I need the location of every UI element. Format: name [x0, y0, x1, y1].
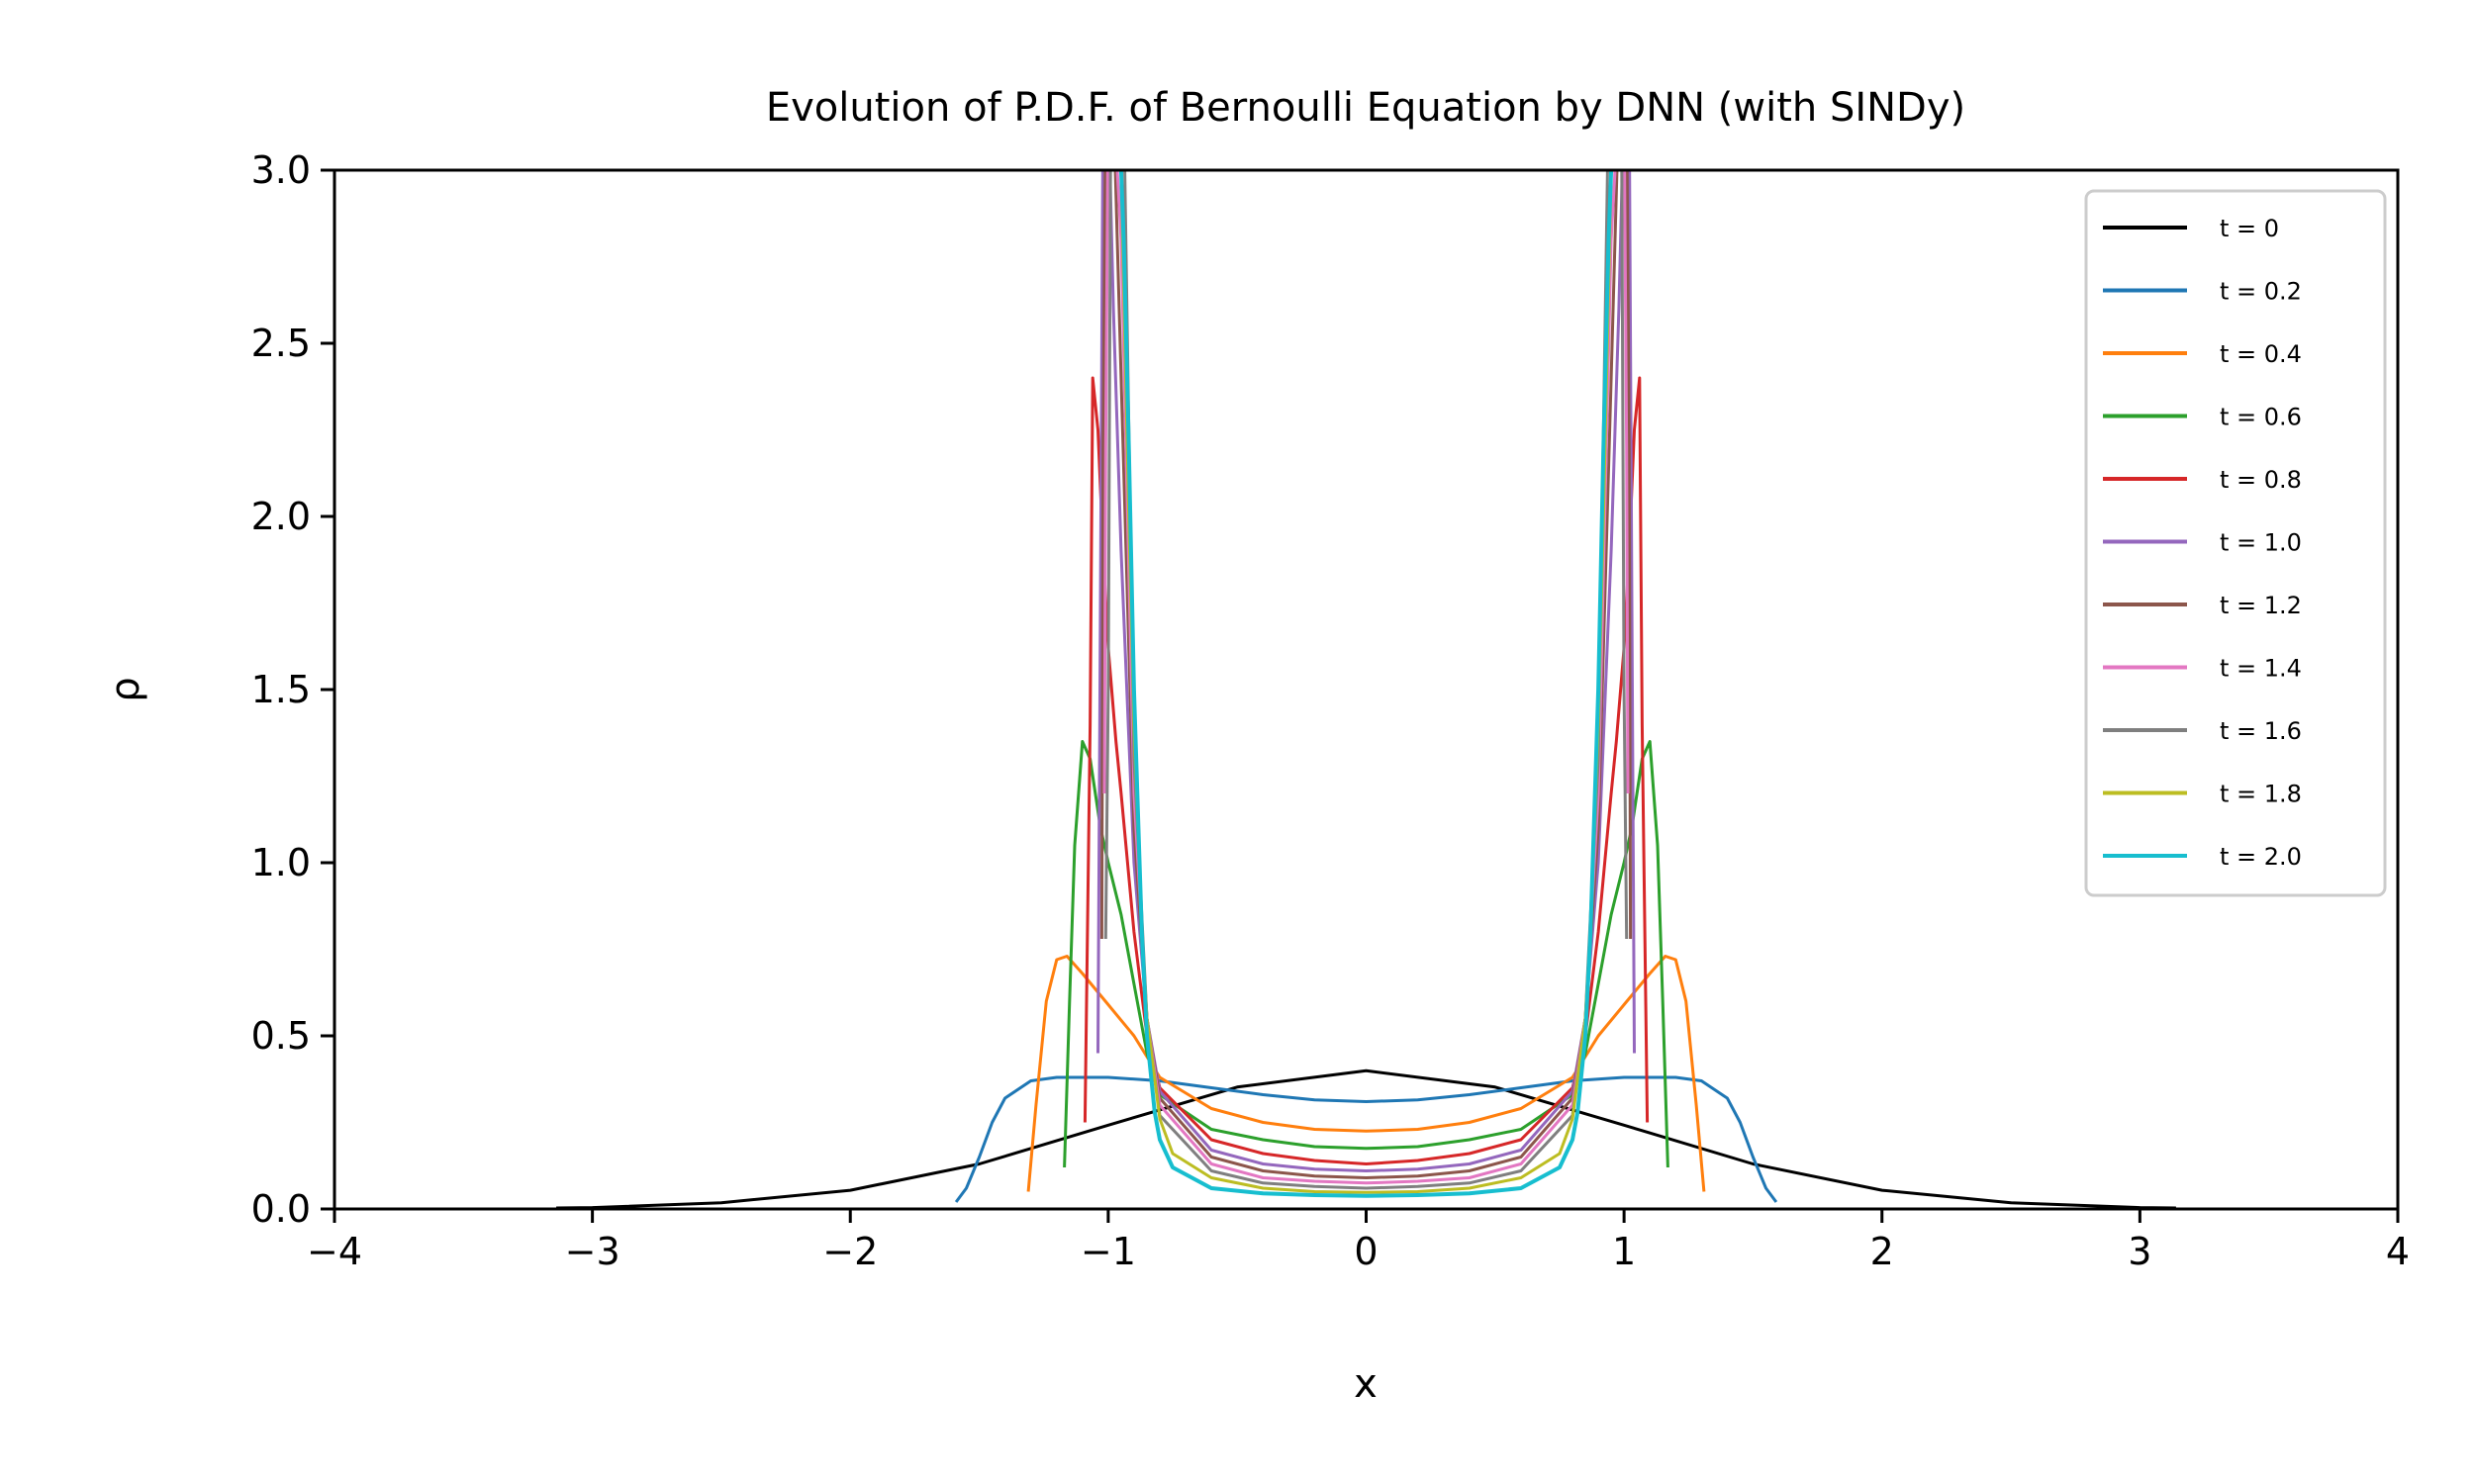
x-tick-label-5: 1: [1612, 1230, 1636, 1273]
x-tick-label-4: 0: [1354, 1230, 1378, 1273]
legend-label-5: t = 1.0: [2220, 529, 2302, 557]
x-tick-label-8: 4: [2386, 1230, 2410, 1273]
series-line-4: [1083, 376, 1650, 1165]
x-axis-ticks: −4 −3 −2 −1 0 1 2 3 4: [307, 1209, 2410, 1273]
y-tick-label-4: 2.0: [251, 495, 311, 538]
legend-label-0: t = 0: [2220, 215, 2279, 242]
x-tick-label-3: −1: [1081, 1230, 1136, 1273]
legend-label-8: t = 1.6: [2220, 717, 2302, 745]
legend-label-4: t = 0.8: [2220, 466, 2302, 494]
y-tick-label-0: 0.0: [251, 1187, 311, 1231]
legend-box: [2084, 189, 2387, 897]
series-line-7: [1102, 170, 1630, 1185]
y-axis-label: ρ: [103, 677, 148, 701]
series-line-8: [1103, 170, 1629, 1190]
chart-title: Evolution of P.D.F. of Bernoulli Equatio…: [766, 85, 1965, 131]
series-line-2: [1026, 955, 1706, 1192]
x-tick-label-6: 2: [1870, 1230, 1894, 1273]
y-tick-label-3: 1.5: [251, 668, 311, 711]
x-axis-label: x: [1354, 1361, 1378, 1407]
legend-label-6: t = 1.2: [2220, 592, 2302, 619]
x-tick-label-1: −3: [565, 1230, 620, 1273]
y-tick-label-5: 2.5: [251, 322, 311, 365]
y-axis-ticks: 0.0 0.5 1.0 1.5 2.0 2.5 3.0: [251, 148, 334, 1231]
legend-label-7: t = 1.4: [2220, 655, 2302, 683]
x-tick-label-0: −4: [307, 1230, 362, 1273]
series-line-1: [954, 1075, 1778, 1203]
x-tick-label-2: −2: [822, 1230, 878, 1273]
y-tick-label-6: 3.0: [251, 148, 311, 192]
series-lines: [556, 170, 2176, 1209]
legend-label-2: t = 0.4: [2220, 340, 2302, 368]
y-tick-label-2: 1.0: [251, 841, 311, 884]
legend-label-3: t = 0.6: [2220, 404, 2302, 431]
series-line-3: [1063, 740, 1669, 1168]
series-line-5: [1096, 170, 1636, 1172]
legend-label-9: t = 1.8: [2220, 781, 2302, 808]
y-tick-label-1: 0.5: [251, 1014, 311, 1058]
legend: t = 0 t = 0.2 t = 0.4 t = 0.6 t = 0.8 t = 1.0…: [2084, 189, 2387, 897]
series-line-9: [1119, 170, 1613, 1194]
legend-label-1: t = 0.2: [2220, 278, 2302, 306]
legend-label-10: t = 2.0: [2220, 843, 2302, 871]
x-tick-label-7: 3: [2128, 1230, 2151, 1273]
series-line-0: [556, 1068, 2176, 1209]
series-line-6: [1099, 170, 1633, 1179]
series-line-10: [1118, 170, 1614, 1198]
